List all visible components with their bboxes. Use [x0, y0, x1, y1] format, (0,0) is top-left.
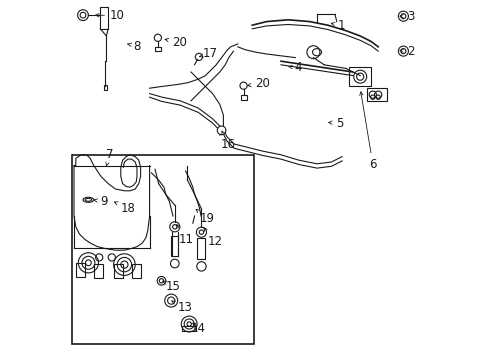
Text: 20: 20 [165, 36, 187, 49]
Text: 14: 14 [191, 322, 206, 335]
Text: 6: 6 [360, 92, 377, 171]
Bar [155, 47, 162, 51]
Text: 7: 7 [106, 148, 114, 166]
Text: 16: 16 [220, 131, 236, 150]
Circle shape [217, 126, 226, 135]
Bar [72, 155, 254, 344]
Bar [114, 264, 122, 278]
Text: 17: 17 [199, 47, 218, 60]
Text: 8: 8 [128, 40, 141, 53]
Text: 18: 18 [115, 202, 136, 215]
Text: 4: 4 [289, 61, 302, 74]
Bar [100, 7, 108, 29]
Text: 15: 15 [163, 280, 181, 293]
Bar [182, 326, 196, 331]
Text: 19: 19 [196, 210, 215, 225]
Bar [197, 238, 205, 259]
Bar [94, 264, 103, 278]
Text: 5: 5 [329, 117, 343, 130]
Text: 12: 12 [204, 228, 222, 248]
Text: 11: 11 [177, 225, 194, 246]
Text: 20: 20 [248, 77, 270, 90]
Text: 10: 10 [96, 9, 125, 22]
Bar [171, 236, 178, 256]
Bar [241, 95, 247, 100]
Text: 1: 1 [331, 19, 345, 32]
Text: 13: 13 [172, 301, 192, 314]
Bar [76, 263, 85, 277]
Text: 9: 9 [94, 195, 108, 208]
Bar [368, 88, 387, 101]
Text: 2: 2 [400, 45, 415, 58]
Text: 3: 3 [400, 10, 415, 23]
Bar [349, 67, 371, 86]
Bar [104, 85, 107, 90]
Bar [132, 264, 141, 278]
